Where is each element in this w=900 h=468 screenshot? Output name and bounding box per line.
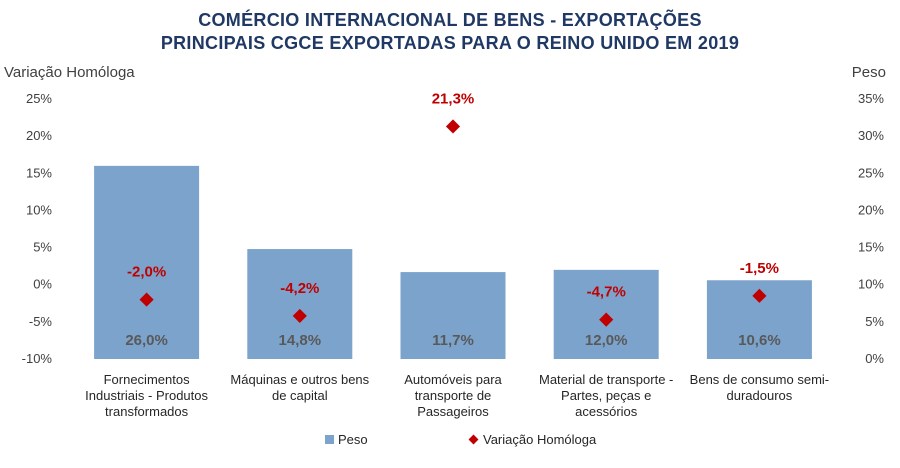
left-axis-title: Variação Homóloga: [4, 64, 135, 81]
category-label: transporte de: [415, 388, 492, 403]
legend-label-peso: Peso: [338, 432, 368, 447]
category-label: Passageiros: [417, 404, 489, 419]
left-tick-label: 5%: [33, 240, 52, 255]
legend-marker-variacao: [468, 434, 479, 445]
category-label: Partes, peças e: [561, 388, 651, 403]
category-label: Fornecimentos: [104, 372, 190, 387]
category-label: duradouros: [727, 388, 793, 403]
bar-peso: [400, 272, 506, 359]
left-tick-label: 0%: [33, 277, 52, 292]
category-label: Máquinas e outros bens: [230, 372, 369, 387]
left-tick-label: 10%: [26, 202, 52, 217]
marker-value-label: 21,3%: [432, 90, 475, 107]
marker-value-label: -4,7%: [587, 284, 626, 301]
category-label: acessórios: [575, 404, 638, 419]
bar-peso: [94, 165, 200, 359]
right-axis-title: Peso: [851, 64, 886, 81]
right-tick-label: 0%: [865, 351, 884, 366]
right-tick-label: 30%: [858, 128, 884, 143]
legend: Peso Variação Homóloga: [0, 428, 900, 452]
bar-value-label: 11,7%: [432, 332, 474, 349]
legend-item-variacao: Variação Homóloga: [468, 432, 597, 447]
right-tick-label: 5%: [865, 314, 884, 329]
category-label: Bens de consumo semi-: [690, 372, 829, 387]
left-tick-label: -5%: [29, 314, 53, 329]
category-label: Automóveis para: [404, 372, 502, 387]
left-tick-label: 25%: [26, 91, 52, 106]
bar-value-label: 26,0%: [125, 332, 168, 349]
marker-value-label: -2,0%: [127, 264, 166, 281]
left-tick-label: 20%: [26, 128, 52, 143]
category-label: Material de transporte -: [539, 372, 673, 387]
marker-variacao: [139, 292, 154, 307]
right-tick-label: 25%: [858, 165, 884, 180]
right-tick-label: 35%: [858, 91, 884, 106]
right-tick-label: 15%: [858, 240, 884, 255]
chart-title-line-2: PRINCIPAIS CGCE EXPORTADAS PARA O REINO …: [160, 33, 740, 53]
marker-value-label: -4,2%: [280, 280, 319, 297]
left-tick-label: 15%: [26, 165, 52, 180]
marker-variacao: [752, 288, 767, 303]
marker-value-label: -1,5%: [740, 260, 779, 277]
bar-value-label: 10,6%: [738, 332, 781, 349]
bar-peso: [247, 249, 353, 359]
bar-value-label: 12,0%: [585, 332, 628, 349]
category-label: Industriais - Produtos: [85, 388, 208, 403]
category-label: transformados: [105, 404, 189, 419]
category-label: de capital: [272, 388, 328, 403]
left-tick-label: -10%: [22, 351, 53, 366]
legend-label-variacao: Variação Homóloga: [483, 432, 597, 447]
bar-value-label: 14,8%: [279, 332, 322, 349]
chart-title-line-1: COMÉRCIO INTERNACIONAL DE BENS - EXPORTA…: [198, 10, 702, 30]
legend-item-peso: Peso: [325, 432, 368, 447]
legend-swatch-peso: [325, 435, 334, 444]
right-tick-label: 10%: [858, 277, 884, 292]
marker-variacao: [292, 308, 307, 323]
marker-variacao: [599, 312, 614, 327]
marker-variacao: [445, 119, 461, 134]
right-tick-label: 20%: [858, 202, 884, 217]
